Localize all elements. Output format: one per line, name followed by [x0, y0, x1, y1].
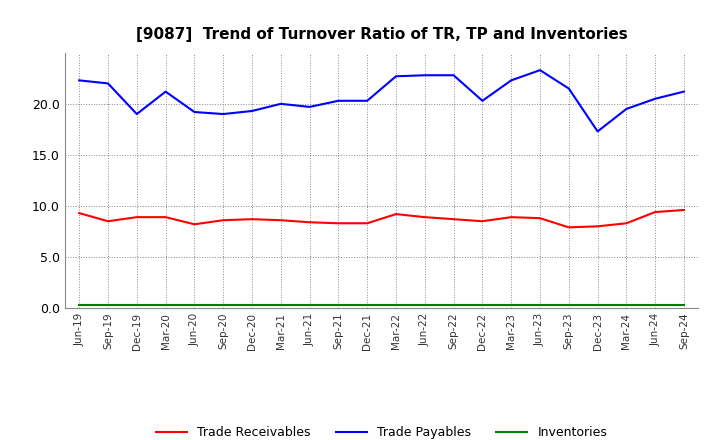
Inventories	[334, 302, 343, 308]
Trade Payables	[392, 73, 400, 79]
Trade Receivables	[536, 216, 544, 221]
Trade Payables	[651, 96, 660, 101]
Inventories	[104, 302, 112, 308]
Trade Payables	[75, 78, 84, 83]
Trade Receivables	[334, 220, 343, 226]
Legend: Trade Receivables, Trade Payables, Inventories: Trade Receivables, Trade Payables, Inven…	[151, 422, 612, 440]
Trade Receivables	[420, 215, 429, 220]
Trade Receivables	[132, 215, 141, 220]
Inventories	[536, 302, 544, 308]
Trade Payables	[622, 106, 631, 112]
Inventories	[651, 302, 660, 308]
Trade Payables	[536, 67, 544, 73]
Trade Receivables	[478, 219, 487, 224]
Trade Payables	[190, 110, 199, 115]
Inventories	[363, 302, 372, 308]
Line: Trade Payables: Trade Payables	[79, 70, 684, 132]
Inventories	[190, 302, 199, 308]
Trade Receivables	[190, 222, 199, 227]
Inventories	[248, 302, 256, 308]
Trade Payables	[132, 111, 141, 117]
Trade Payables	[564, 86, 573, 91]
Trade Receivables	[363, 220, 372, 226]
Inventories	[219, 302, 228, 308]
Trade Payables	[680, 89, 688, 94]
Trade Payables	[478, 98, 487, 103]
Trade Payables	[334, 98, 343, 103]
Inventories	[420, 302, 429, 308]
Trade Payables	[420, 73, 429, 78]
Inventories	[507, 302, 516, 308]
Inventories	[449, 302, 458, 308]
Trade Payables	[161, 89, 170, 94]
Inventories	[478, 302, 487, 308]
Trade Payables	[507, 78, 516, 83]
Inventories	[564, 302, 573, 308]
Trade Receivables	[449, 216, 458, 222]
Inventories	[75, 302, 84, 308]
Trade Receivables	[392, 212, 400, 217]
Inventories	[132, 302, 141, 308]
Inventories	[680, 302, 688, 308]
Trade Receivables	[593, 224, 602, 229]
Inventories	[305, 302, 314, 308]
Trade Receivables	[104, 219, 112, 224]
Trade Payables	[248, 108, 256, 114]
Trade Receivables	[622, 220, 631, 226]
Trade Payables	[219, 111, 228, 117]
Trade Receivables	[305, 220, 314, 225]
Trade Payables	[104, 81, 112, 86]
Trade Receivables	[276, 217, 285, 223]
Trade Payables	[449, 73, 458, 78]
Trade Receivables	[680, 207, 688, 213]
Trade Payables	[593, 129, 602, 134]
Line: Trade Receivables: Trade Receivables	[79, 210, 684, 227]
Trade Receivables	[564, 225, 573, 230]
Inventories	[622, 302, 631, 308]
Trade Receivables	[161, 215, 170, 220]
Trade Payables	[305, 104, 314, 110]
Inventories	[392, 302, 400, 308]
Trade Receivables	[248, 216, 256, 222]
Trade Receivables	[219, 217, 228, 223]
Trade Receivables	[75, 210, 84, 216]
Trade Receivables	[507, 215, 516, 220]
Inventories	[593, 302, 602, 308]
Inventories	[276, 302, 285, 308]
Trade Receivables	[651, 209, 660, 215]
Inventories	[161, 302, 170, 308]
Title: [9087]  Trend of Turnover Ratio of TR, TP and Inventories: [9087] Trend of Turnover Ratio of TR, TP…	[136, 27, 627, 42]
Trade Payables	[276, 101, 285, 106]
Trade Payables	[363, 98, 372, 103]
